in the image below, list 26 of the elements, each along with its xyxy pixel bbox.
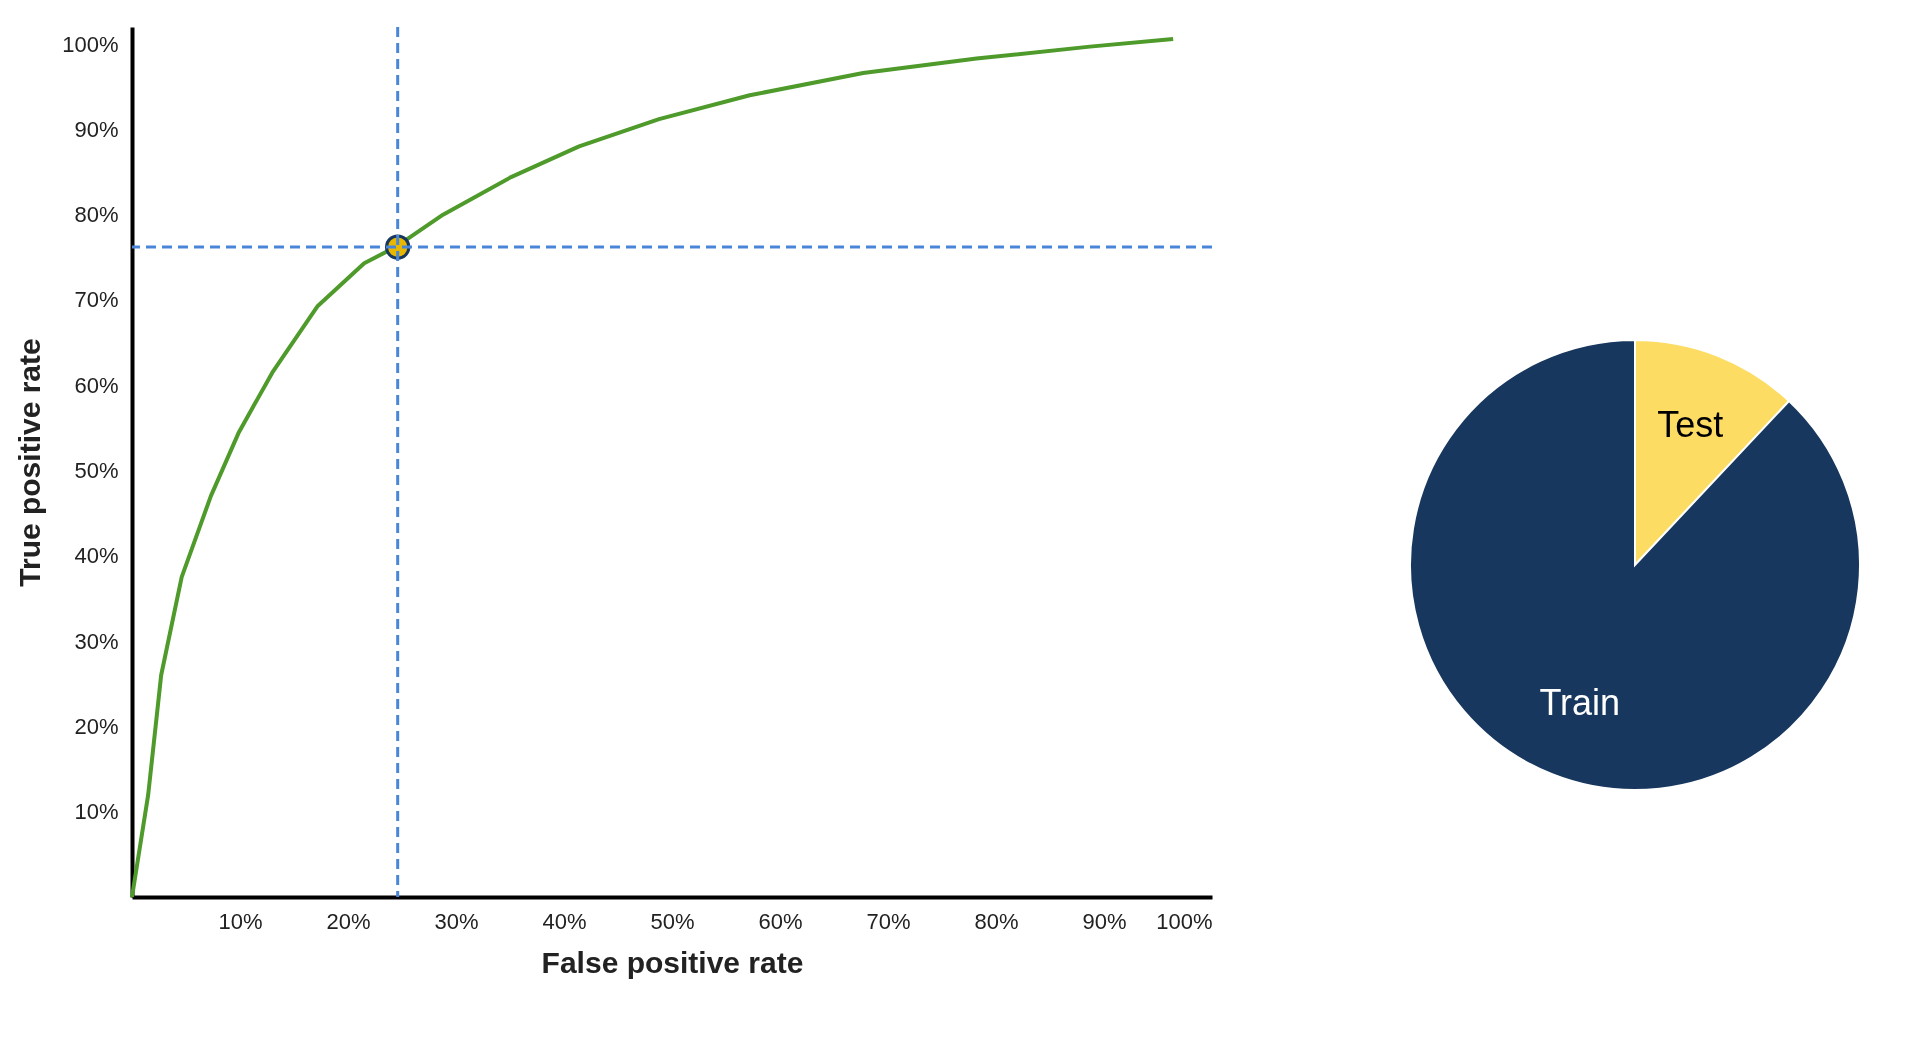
x-tick-label: 100% — [1156, 908, 1213, 934]
x-tick-label: 80% — [974, 908, 1019, 934]
x-tick-label: 20% — [326, 908, 371, 934]
x-tick-label: 60% — [758, 908, 803, 934]
slice-label: Train — [1539, 682, 1621, 724]
y-tick-label: 50% — [74, 458, 119, 484]
x-tick-label: 50% — [650, 908, 695, 934]
x-tick-label: 10% — [218, 908, 263, 934]
y-tick-label: 10% — [74, 799, 119, 825]
y-axis-title: True positive rate — [13, 338, 47, 587]
y-tick-label: 70% — [74, 287, 119, 313]
y-tick-label: 90% — [74, 116, 119, 142]
y-tick-label: 40% — [74, 543, 119, 569]
y-tick-label: 60% — [74, 372, 119, 398]
x-tick-label: 40% — [542, 908, 587, 934]
y-tick-label: 20% — [74, 713, 119, 739]
x-axis-title: False positive rate — [541, 945, 804, 979]
x-tick-label: 90% — [1082, 908, 1127, 934]
x-tick-label: 70% — [866, 908, 911, 934]
slice-label: Test — [1657, 403, 1724, 445]
y-tick-label: 30% — [74, 628, 119, 654]
line-series — [130, 36, 1176, 899]
y-tick-label: 100% — [62, 31, 119, 57]
pie-slice — [1409, 339, 1861, 791]
x-tick-label: 30% — [434, 908, 479, 934]
y-tick-label: 80% — [74, 202, 119, 228]
